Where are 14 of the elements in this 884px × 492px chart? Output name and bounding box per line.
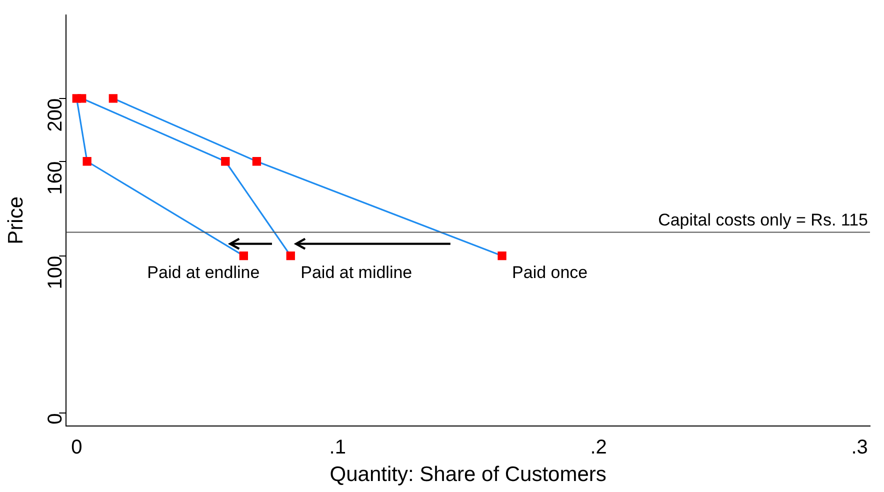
x-tick-label: .1: [329, 436, 346, 458]
x-tick-label: 0: [71, 436, 82, 458]
y-tick-label: 0: [44, 413, 67, 424]
y-tick-label: 160: [44, 161, 67, 195]
x-tick-label: .3: [851, 436, 868, 458]
ref-line-label: Capital costs only = Rs. 115: [658, 210, 868, 230]
y-tick-label: 100: [44, 256, 67, 290]
y-axis-title: Price: [4, 196, 28, 244]
x-tick-label: .2: [590, 436, 607, 458]
series-label: Paid once: [512, 263, 588, 282]
series-label: Paid at midline: [300, 263, 412, 282]
x-axis-title: Quantity: Share of Customers: [330, 463, 606, 486]
y-tick-label: 200: [44, 98, 67, 132]
series-label: Paid at endline: [147, 263, 260, 282]
